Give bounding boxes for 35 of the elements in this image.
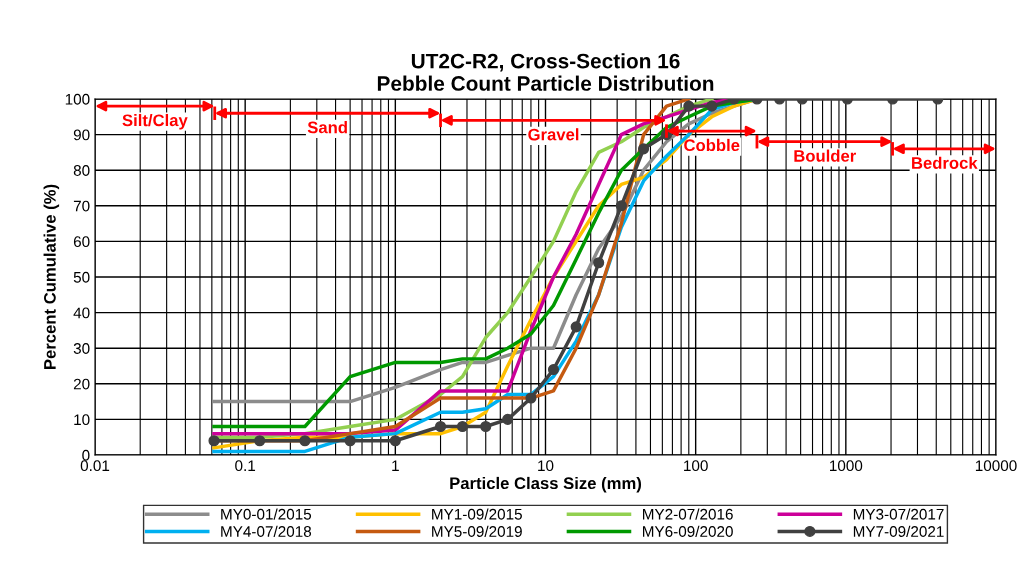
x-tick-label: 1000 — [830, 460, 863, 472]
legend-label: MY2-07/2016 — [643, 508, 733, 520]
legend-label: MY7-09/2021 — [853, 525, 944, 537]
y-tick-label: 80 — [73, 165, 90, 176]
annotation: Cobble — [684, 138, 740, 152]
y-tick-label: 60 — [73, 236, 90, 248]
annotation: Gravel — [528, 128, 579, 141]
y-tick-label: 10 — [74, 414, 90, 426]
y-tick-label: 70 — [73, 200, 90, 212]
annotation: Bedrock — [912, 156, 978, 169]
y-tick-label: 40 — [73, 307, 90, 319]
x-tick-label: 100 — [684, 460, 708, 472]
y-tick-label: 30 — [73, 343, 90, 354]
y-tick-label: 100 — [65, 93, 90, 105]
chart-title: UT2C-R2, Cross-Section 16 Pebble Count Particle Distribution — [377, 53, 714, 91]
legend-label: MY3-07/2017 — [853, 508, 944, 520]
x-tick-label: 0.1 — [235, 460, 256, 472]
legend-label: MY5-09/2019 — [432, 525, 522, 537]
y-axis-title: Percent Cumulative (%) — [43, 184, 60, 369]
annotation: Silt/Clay — [122, 113, 188, 130]
annotation: Sand — [307, 121, 347, 134]
legend-label: MY1-09/2015 — [432, 508, 522, 520]
x-tick-label: 0.01 — [80, 460, 110, 472]
y-tick-label: 90 — [73, 129, 90, 141]
legend-label: MY6-09/2020 — [643, 525, 733, 537]
annotation: Boulder — [794, 149, 856, 162]
y-tick-label: 20 — [73, 378, 90, 390]
x-tick-label: 1 — [392, 460, 399, 471]
x-tick-label: 10 — [538, 460, 554, 472]
y-tick-label: 0 — [82, 449, 90, 461]
x-tick-label: 10000 — [975, 460, 1017, 472]
y-tick-label: 50 — [73, 271, 90, 283]
x-axis-title: Particle Class Size (mm) — [450, 476, 642, 493]
legend-label: MY0-01/2015 — [221, 508, 312, 520]
legend-label: MY4-07/2018 — [221, 525, 312, 537]
